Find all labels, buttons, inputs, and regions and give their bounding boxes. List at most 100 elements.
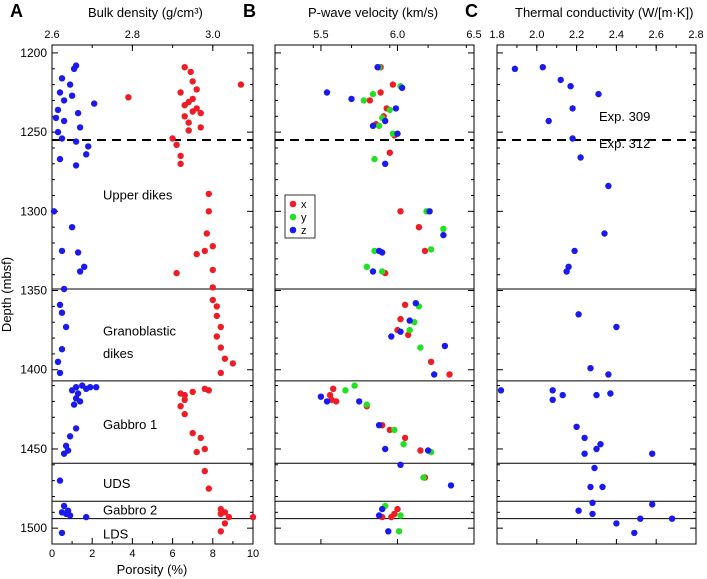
data-point <box>177 89 184 96</box>
data-point <box>225 513 233 521</box>
top-axis-title: Bulk density (g/cm³) <box>88 5 203 20</box>
data-point <box>74 109 82 117</box>
unit-label-granoblastic: Granoblastic <box>103 324 176 339</box>
data-point <box>412 300 419 307</box>
data-point <box>649 450 656 457</box>
bottom-tick-label: 6 <box>170 548 176 560</box>
data-point <box>391 426 398 434</box>
panel-c: C Thermal conductivity (W/[m·K]) 1.8 2.0 2.2… <box>465 1 704 545</box>
data-point <box>382 445 389 453</box>
data-point <box>379 268 386 275</box>
data-point <box>581 450 588 457</box>
data-point <box>571 247 578 255</box>
data-point <box>58 135 66 142</box>
legend-y-marker <box>289 213 297 221</box>
data-point <box>601 230 608 237</box>
bottom-tick-label: 2 <box>89 548 95 560</box>
data-point <box>66 433 74 440</box>
data-point <box>177 160 184 167</box>
data-point <box>189 108 196 115</box>
data-point <box>591 464 598 472</box>
data-point <box>54 128 62 136</box>
data-point <box>187 68 194 76</box>
data-point <box>356 398 363 405</box>
bottom-tick-label: 10 <box>247 548 259 560</box>
data-point <box>197 124 204 131</box>
data-point <box>417 344 424 351</box>
y-tick-label: 1350 <box>20 284 47 298</box>
y-tick-label: 1200 <box>20 46 47 60</box>
data-point <box>201 445 208 453</box>
data-point <box>50 208 58 215</box>
data-point <box>613 323 620 331</box>
data-point <box>394 505 401 513</box>
top-tick-label: 2.8 <box>688 29 703 41</box>
data-point <box>91 100 98 107</box>
data-point <box>203 230 210 237</box>
data-point <box>447 482 455 489</box>
data-point <box>389 130 397 137</box>
data-point <box>213 312 220 320</box>
top-axis-title: Thermal conductivity (W/[m·K]) <box>515 5 693 20</box>
legend-z-marker <box>289 226 297 234</box>
data-point <box>637 515 644 522</box>
legend: x y z <box>284 194 316 239</box>
data-point <box>401 434 409 442</box>
data-point <box>377 89 384 96</box>
data-point <box>575 507 582 514</box>
data-point <box>213 303 220 310</box>
panel-frame <box>51 44 254 545</box>
data-point <box>60 97 68 104</box>
data-point <box>76 124 84 131</box>
y-axis-title: Depth (mbsf) <box>0 257 14 332</box>
data-point <box>589 510 596 518</box>
data-point <box>371 247 378 255</box>
data-point <box>577 154 584 161</box>
data-point <box>209 284 216 291</box>
data-point <box>559 391 566 399</box>
data-point <box>595 90 602 98</box>
data-point <box>72 162 80 169</box>
data-point <box>217 344 224 351</box>
data-point <box>83 513 90 521</box>
data-point <box>62 323 70 331</box>
data-point <box>60 117 68 125</box>
data-point <box>185 127 192 134</box>
data-point <box>181 113 188 120</box>
data-point <box>229 360 237 367</box>
legend-x-label: x <box>301 199 307 211</box>
top-tick-label: 2.0 <box>529 29 544 41</box>
top-tick-label: 2.8 <box>125 29 140 41</box>
data-point <box>125 94 132 101</box>
data-point <box>593 445 600 453</box>
data-point <box>369 268 377 275</box>
data-point <box>83 151 90 158</box>
data-point <box>605 371 612 378</box>
data-point <box>173 141 180 148</box>
data-point <box>567 83 574 90</box>
data-point <box>649 501 656 508</box>
unit-label-uds: UDS <box>103 476 131 491</box>
data-point <box>398 84 406 92</box>
data-point <box>613 520 620 527</box>
data-point <box>58 529 66 537</box>
data-point <box>348 95 355 103</box>
data-point <box>193 86 200 93</box>
data-point <box>417 447 424 454</box>
data-point <box>605 182 612 190</box>
data-point <box>395 528 403 535</box>
data-point <box>81 263 88 270</box>
unit-label-lds: LDS <box>103 526 129 541</box>
data-point <box>60 285 68 293</box>
data-point <box>193 250 200 258</box>
unit-label-gabbro-2: Gabbro 2 <box>103 503 157 518</box>
data-point <box>342 387 349 394</box>
data-point <box>177 403 184 410</box>
expedition-labels: Exp. 309 Exp. 312 <box>599 109 650 151</box>
exp-309-label: Exp. 309 <box>599 109 650 124</box>
data-point <box>68 387 76 394</box>
data-point <box>375 422 383 429</box>
data-point <box>369 122 377 129</box>
data-point <box>589 499 596 506</box>
data-point <box>58 309 66 316</box>
